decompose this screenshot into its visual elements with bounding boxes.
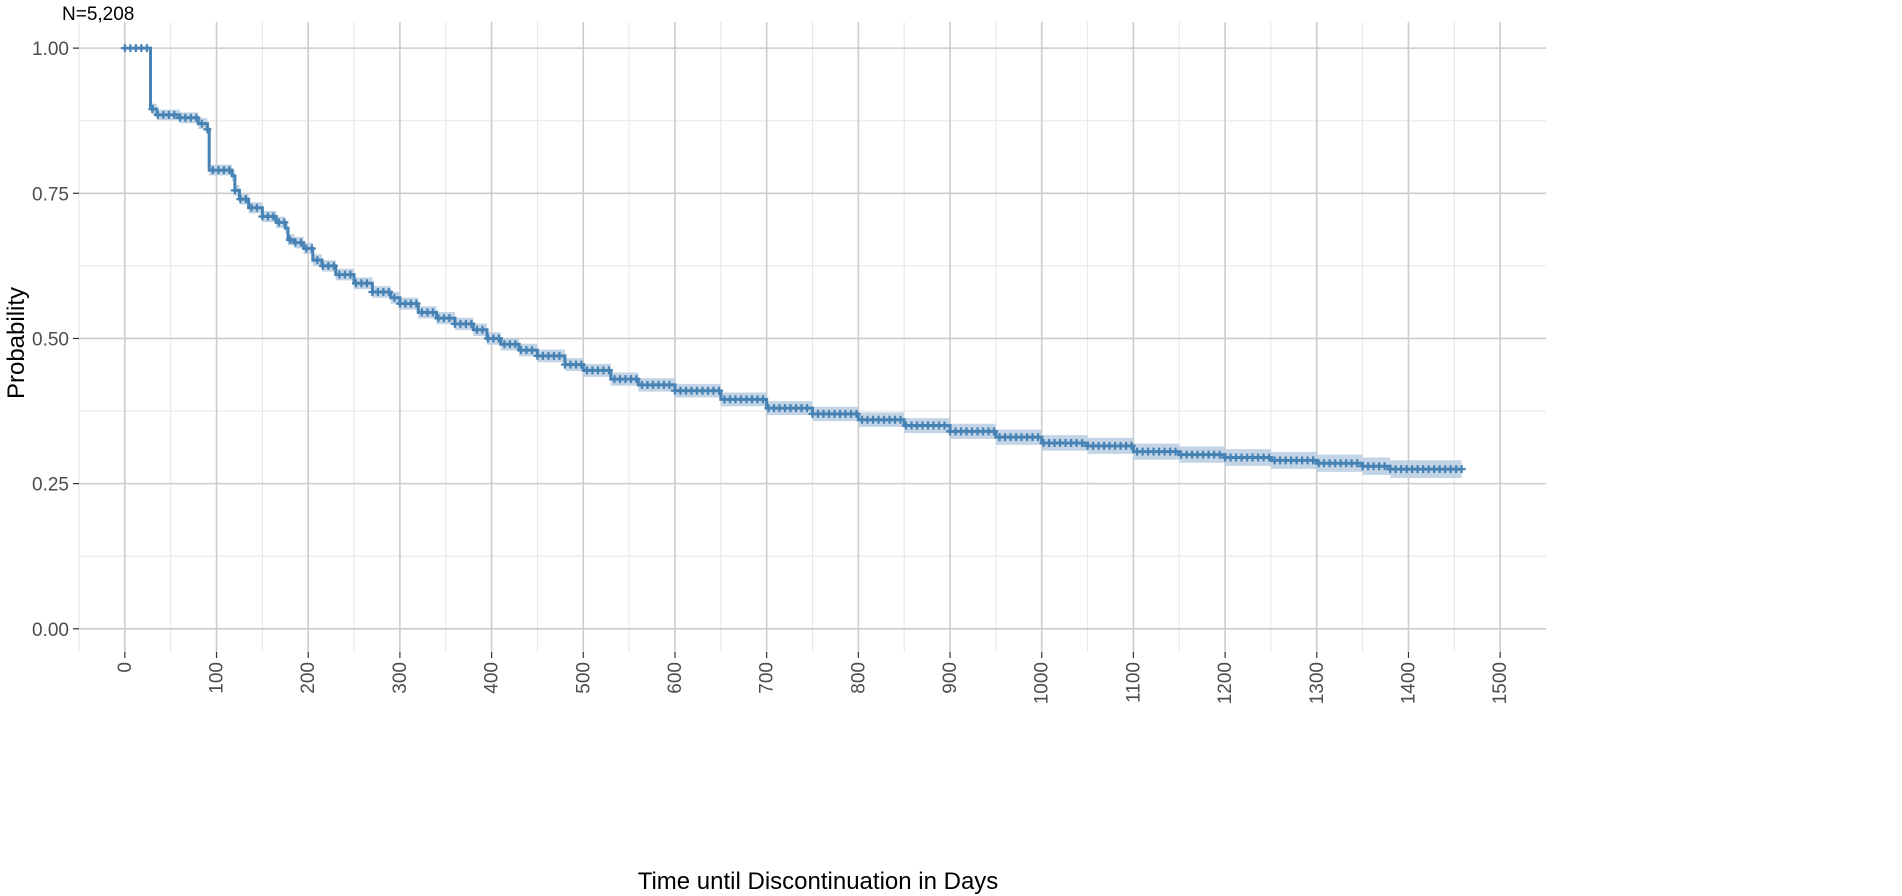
- censor-marks: [120, 44, 1466, 474]
- censor-mark: [346, 270, 355, 279]
- censor-mark: [203, 125, 212, 134]
- y-tick-label: 0.25: [32, 475, 69, 496]
- censor-mark: [802, 404, 811, 413]
- censor-mark: [577, 360, 586, 369]
- censor-mark: [1309, 456, 1318, 465]
- censor-mark: [632, 375, 641, 384]
- x-axis-ticks: 0 100 200 300 400 500 600 700 800 900 1000 1100 1200…: [115, 652, 1511, 704]
- y-tick-label: 0.00: [32, 620, 69, 641]
- x-tick-label: 900: [940, 662, 961, 694]
- censor-mark: [467, 319, 476, 328]
- censor-mark: [329, 261, 338, 270]
- x-tick-label: 1300: [1307, 662, 1328, 704]
- censor-mark: [285, 235, 294, 244]
- censor-mark: [555, 351, 564, 360]
- x-tick-label: 800: [848, 662, 869, 694]
- censor-mark: [362, 279, 371, 288]
- x-axis-title: Time until Discontinuation in Days: [638, 868, 999, 895]
- x-tick-label: 400: [482, 662, 503, 694]
- censor-mark: [252, 203, 261, 212]
- confidence-band-area: [124, 48, 1462, 479]
- y-tick-label: 0.75: [32, 184, 69, 205]
- censor-mark: [896, 415, 905, 424]
- confidence-band: [124, 48, 1462, 479]
- censor-mark: [313, 256, 322, 265]
- x-tick-label: 300: [390, 662, 411, 694]
- censor-mark: [990, 427, 999, 436]
- censor-mark: [1265, 453, 1274, 462]
- x-tick-label: 1000: [1032, 662, 1053, 704]
- censor-mark: [197, 119, 206, 128]
- censor-mark: [1078, 438, 1087, 447]
- y-axis-ticks: 0.00 0.25 0.50 0.75 1.00: [32, 39, 79, 641]
- x-tick-label: 100: [207, 662, 228, 694]
- x-tick-label: 0: [115, 662, 136, 673]
- y-axis-title: Probability: [3, 287, 30, 399]
- censor-mark: [280, 218, 289, 227]
- censor-mark: [390, 293, 399, 302]
- censor-mark: [230, 186, 239, 195]
- censor-mark: [665, 380, 674, 389]
- censor-mark: [1171, 447, 1180, 456]
- censor-mark: [604, 366, 613, 375]
- y-tick-label: 1.00: [32, 39, 69, 60]
- x-tick-label: 200: [298, 662, 319, 694]
- censor-mark: [296, 238, 305, 247]
- censor-mark: [511, 340, 520, 349]
- x-tick-label: 500: [573, 662, 594, 694]
- censor-mark: [494, 334, 503, 343]
- censor-mark: [1127, 441, 1136, 450]
- censor-mark: [241, 195, 250, 204]
- censor-mark: [478, 325, 487, 334]
- x-tick-label: 1500: [1490, 662, 1511, 704]
- censor-mark: [527, 346, 536, 355]
- censor-mark: [192, 113, 201, 122]
- censor-mark: [714, 386, 723, 395]
- censor-mark: [1215, 450, 1224, 459]
- censor-mark: [412, 299, 421, 308]
- censor-mark: [445, 314, 454, 323]
- x-tick-label: 1400: [1398, 662, 1419, 704]
- censor-mark: [1457, 465, 1466, 474]
- x-tick-label: 600: [665, 662, 686, 694]
- y-tick-label: 0.50: [32, 329, 69, 350]
- censor-mark: [307, 244, 316, 253]
- sample-size-annotation: N=5,208: [62, 4, 134, 25]
- censor-mark: [1380, 462, 1389, 471]
- censor-mark: [269, 212, 278, 221]
- x-tick-label: 1200: [1215, 662, 1236, 704]
- x-tick-label: 1100: [1123, 662, 1144, 703]
- x-tick-label: 700: [757, 662, 778, 694]
- censor-mark: [142, 44, 151, 53]
- censor-mark: [428, 308, 437, 317]
- censor-mark: [1034, 433, 1043, 442]
- grid-lines: [78, 22, 1546, 652]
- censor-mark: [852, 409, 861, 418]
- censor-mark: [225, 166, 234, 175]
- censor-mark: [148, 105, 157, 114]
- censor-mark: [384, 288, 393, 296]
- censor-mark: [170, 110, 179, 119]
- censor-mark: [758, 395, 767, 404]
- censor-mark: [1353, 459, 1362, 468]
- censor-mark: [940, 421, 949, 430]
